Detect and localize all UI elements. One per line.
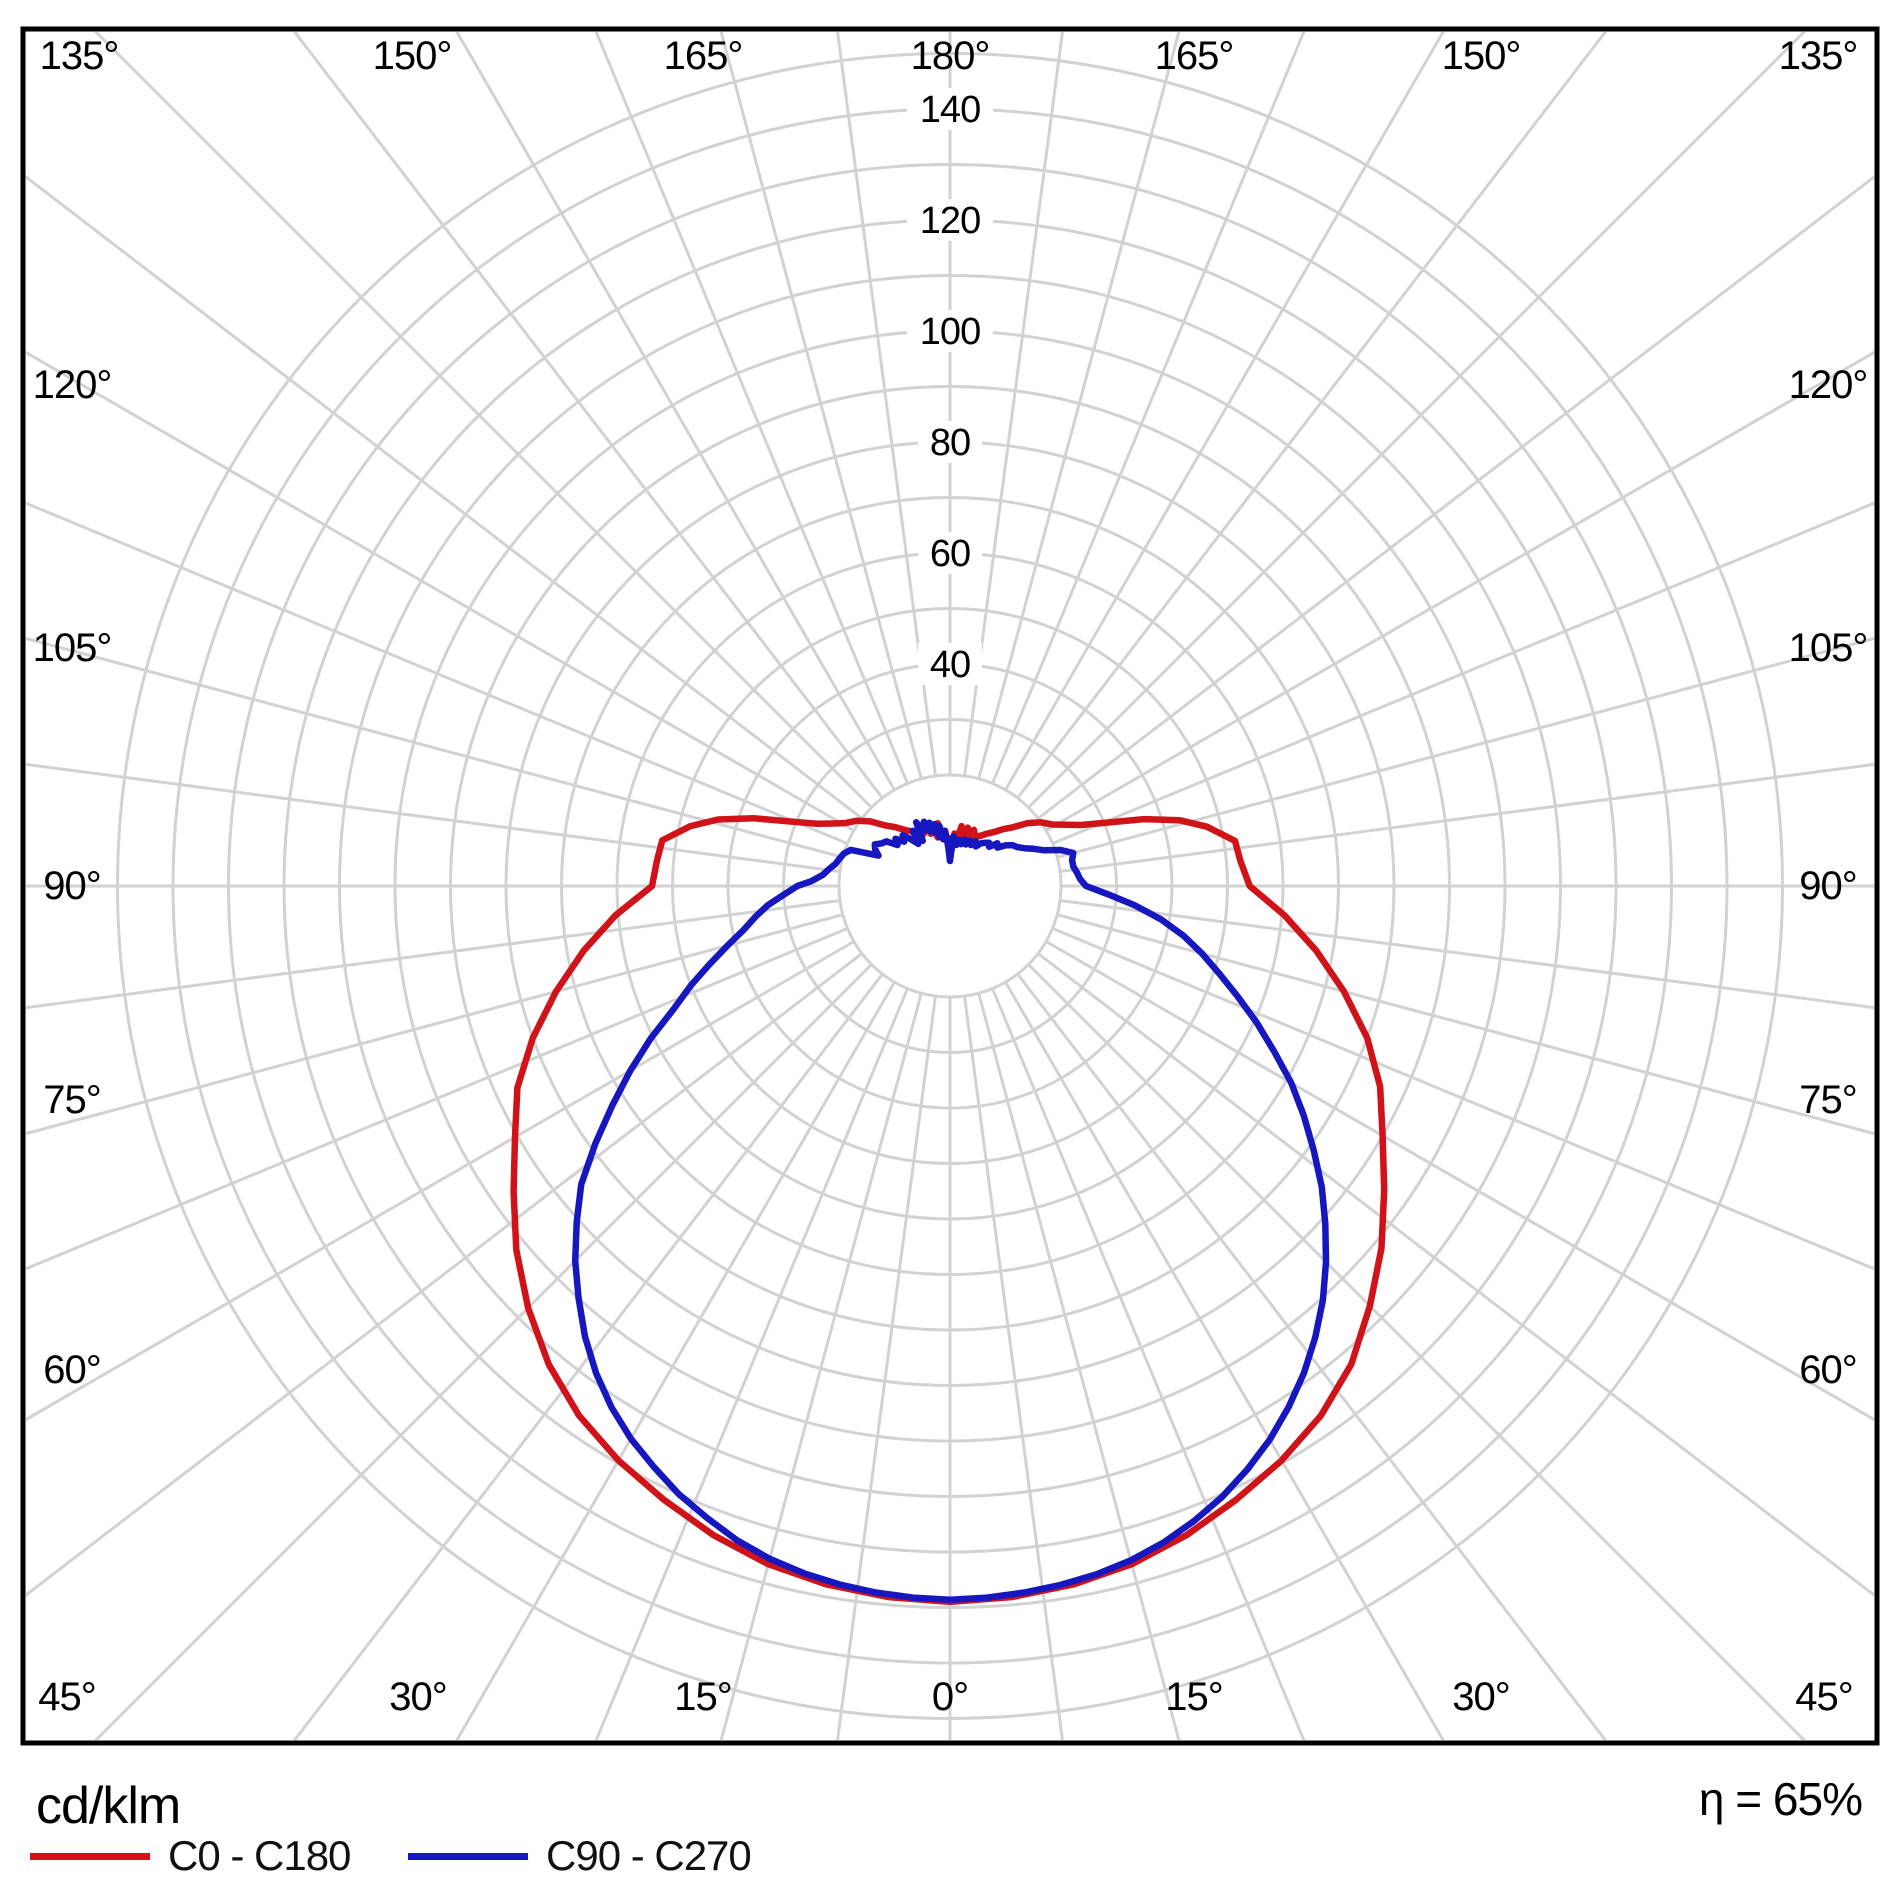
radial-tick-label-40: 40: [930, 644, 970, 686]
angle-label-120-right: 120°: [1789, 363, 1868, 407]
grid-spoke-157.5: [991, 32, 1306, 784]
legend-item-c0-c180: C0 - C180: [30, 1832, 351, 1880]
efficiency-value: η = 65%: [1698, 1773, 1863, 1825]
grid-spoke-322.5: [292, 973, 884, 1740]
grid-spoke-232.5: [26, 175, 863, 820]
grid-spoke-172.5: [963, 32, 1064, 777]
grid-spoke-277.5: [26, 899, 841, 1010]
grid-spoke-7.5: [963, 995, 1064, 1740]
angle-label-45-right: 45°: [1795, 1675, 1853, 1719]
grid-spoke-52.5: [1037, 952, 1874, 1597]
radial-tick-labels: 40 60 80 100 120 140: [907, 88, 993, 686]
radial-tick-label-140: 140: [920, 89, 980, 131]
angle-label-90-left: 90°: [43, 864, 101, 908]
grid-spoke-225: [93, 32, 873, 809]
radial-tick-label-80: 80: [930, 422, 970, 464]
radial-tick-mask-120: [907, 199, 993, 241]
grid-spoke-150: [1004, 32, 1445, 791]
unit-label: cd/klm: [36, 1777, 181, 1835]
angle-label-15-right: 15°: [1165, 1675, 1223, 1719]
angle-label-150-right: 150°: [1442, 34, 1521, 78]
grid-spoke-262.5: [26, 762, 841, 873]
grid-spoke-210: [455, 32, 896, 791]
angle-label-135-right: 135°: [1779, 34, 1858, 78]
grid-spoke-127.5: [1037, 175, 1874, 820]
radial-tick-label-100: 100: [920, 311, 980, 353]
angle-label-75-right: 75°: [1799, 1078, 1857, 1122]
grid-spoke-82.5: [1059, 899, 1874, 1010]
angle-label-75-left: 75°: [43, 1078, 101, 1122]
angle-label-60-right: 60°: [1799, 1348, 1857, 1392]
angle-label-165-right: 165°: [1155, 34, 1234, 78]
legend-label-c90-c270: C90 - C270: [546, 1832, 752, 1879]
curve-c90-c270: [571, 818, 1330, 1603]
grid-spoke-285: [26, 913, 844, 1136]
legend-label-c0-c180: C0 - C180: [168, 1832, 351, 1879]
grid-spoke-330: [455, 981, 896, 1740]
grid-spoke-22.5: [991, 988, 1306, 1740]
angle-label-30-left: 30°: [389, 1675, 447, 1719]
legend-swatch-c0-c180: [30, 1852, 150, 1860]
grid-spoke-217.5: [292, 32, 884, 799]
radial-tick-mask-60: [918, 532, 982, 574]
angle-label-150-left: 150°: [373, 34, 452, 78]
grid-spoke-97.5: [1059, 762, 1874, 873]
angle-label-60-left: 60°: [43, 1348, 101, 1392]
legend-item-c90-c270: C90 - C270: [408, 1832, 752, 1880]
angle-label-0-left: 0°: [932, 1675, 968, 1719]
grid-spoke-30: [1004, 981, 1445, 1740]
curves: [510, 814, 1388, 1606]
grid-spoke-247.5: [26, 501, 848, 845]
grid-spoke-202.5: [594, 32, 909, 784]
grid-spoke-60: [1045, 940, 1874, 1422]
grid-spoke-105: [1056, 636, 1874, 859]
grid-spoke-337.5: [594, 988, 909, 1740]
angle-label-30-right: 30°: [1452, 1675, 1510, 1719]
grid-spoke-300: [26, 940, 855, 1422]
angle-label-105-left: 105°: [33, 626, 112, 670]
grid-spoke-142.5: [1016, 32, 1608, 799]
legend-swatch-c90-c270: [408, 1852, 528, 1860]
grid-spoke-165: [977, 32, 1181, 780]
angle-label-90-right: 90°: [1799, 864, 1857, 908]
angle-label-165-left: 165°: [664, 34, 743, 78]
grid-spoke-307.5: [26, 952, 863, 1597]
radial-tick-mask-40: [918, 643, 982, 685]
grid-spoke-195: [719, 32, 923, 780]
radial-tick-mask-140: [907, 88, 993, 130]
angle-label-135-left: 135°: [40, 34, 119, 78]
grid-spoke-187.5: [836, 32, 937, 777]
grid-spoke-352.5: [836, 995, 937, 1740]
grid-spoke-255: [26, 636, 844, 859]
grid-spoke-112.5: [1052, 501, 1874, 845]
radial-tick-label-120: 120: [920, 200, 980, 242]
grid-spoke-37.5: [1016, 973, 1608, 1740]
radial-tick-label-60: 60: [930, 533, 970, 575]
grid-spoke-120: [1045, 350, 1874, 832]
grid-spoke-135: [1027, 32, 1807, 809]
grid-spoke-292.5: [26, 927, 848, 1271]
angle-label-45-left: 45°: [38, 1675, 96, 1719]
angle-label-120-left: 120°: [33, 363, 112, 407]
angle-label-15-left: 15°: [674, 1675, 732, 1719]
angle-label-105-right: 105°: [1789, 626, 1868, 670]
angle-label-180-left: 180°: [911, 34, 990, 78]
grid-spoke-75: [1056, 913, 1874, 1136]
radial-tick-mask-80: [918, 421, 982, 463]
grid-spoke-67.5: [1052, 927, 1874, 1271]
radial-tick-mask-100: [907, 310, 993, 352]
grid-spoke-45: [1027, 963, 1807, 1740]
grid-spoke-315: [93, 963, 873, 1740]
grid-spoke-240: [26, 350, 855, 832]
angle-labels: 0° 15° 15° 30° 30° 45° 45° 60° 60° 75° 75° 90° 90° 10…: [33, 34, 1869, 1719]
